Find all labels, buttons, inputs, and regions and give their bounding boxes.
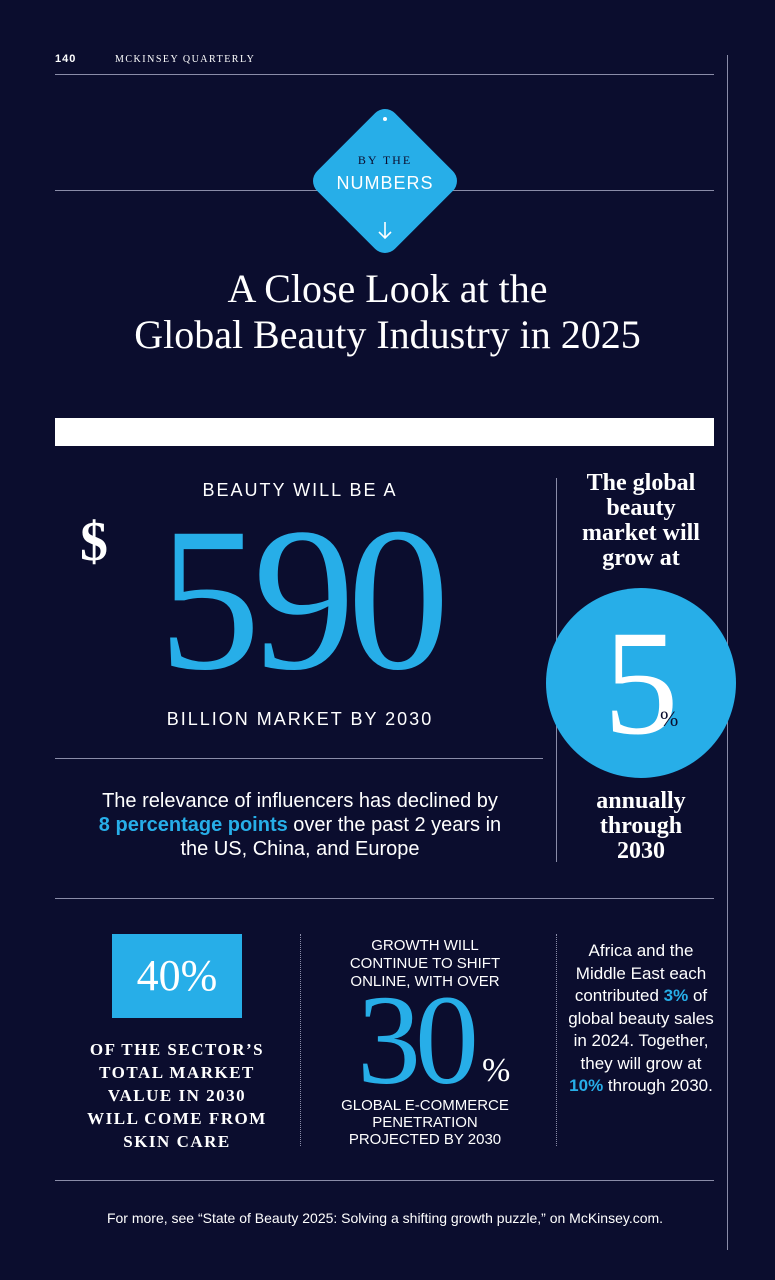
growth-lead: The global beauty market will grow at	[582, 470, 700, 571]
growth-tail: annually through 2030	[596, 788, 686, 864]
highlight: 3%	[663, 986, 689, 1005]
text: Africa and the Middle East each contribu…	[574, 941, 707, 1005]
market-lead: BEAUTY WILL BE A	[202, 480, 398, 500]
rule	[55, 74, 714, 75]
highlight: 8 percentage points	[98, 814, 288, 836]
text: of global beauty sales in 2024. Together…	[568, 986, 714, 1073]
title-line: Global Beauty Industry in 2025	[134, 312, 641, 357]
influencers: The relevance of influencers has decline…	[95, 789, 505, 861]
badge-dot	[383, 117, 387, 121]
title: A Close Look at the Global Beauty Industr…	[0, 266, 775, 358]
page-number: 140	[55, 53, 77, 65]
growth-circle	[546, 588, 736, 778]
rule	[55, 1180, 714, 1181]
market-tail: BILLION MARKET BY 2030	[166, 709, 434, 729]
skin-figure: 40%	[112, 934, 242, 1018]
footer: For more, see “State of Beauty 2025: Sol…	[106, 1210, 664, 1226]
text: through 2030.	[603, 1076, 713, 1095]
badge-main: NUMBERS	[336, 173, 434, 193]
ecommerce-unit: %	[482, 1052, 511, 1089]
growth-figure: 5	[603, 600, 679, 766]
white-bar	[55, 418, 714, 446]
africa: Africa and the Middle East each contribu…	[566, 940, 716, 1098]
ecommerce-figure: 30	[357, 969, 479, 1111]
title-line: A Close Look at the	[227, 266, 548, 311]
publication: MCKINSEY QUARTERLY	[115, 54, 256, 65]
ecommerce-lead: GROWTH WILL CONTINUE TO SHIFT ONLINE, WI…	[349, 937, 501, 990]
ecommerce-tail: GLOBAL E-COMMERCE PENETRATION PROJECTED …	[341, 1097, 509, 1148]
growth-unit: %	[660, 706, 679, 731]
divider	[300, 934, 301, 1146]
rule	[55, 758, 543, 759]
highlight: 10%	[569, 1076, 604, 1095]
skin-caption: OF THE SECTOR’S TOTAL MARKET VALUE IN 20…	[87, 1040, 267, 1151]
divider	[556, 934, 557, 1146]
badge-top: BY THE	[357, 153, 413, 167]
market-figure: 590	[158, 486, 450, 713]
text: over the past 2 years in the US, China, …	[180, 814, 502, 860]
currency: $	[80, 511, 108, 573]
text: The relevance of influencers has decline…	[102, 790, 498, 812]
arrow	[378, 222, 392, 240]
rule	[55, 898, 714, 899]
